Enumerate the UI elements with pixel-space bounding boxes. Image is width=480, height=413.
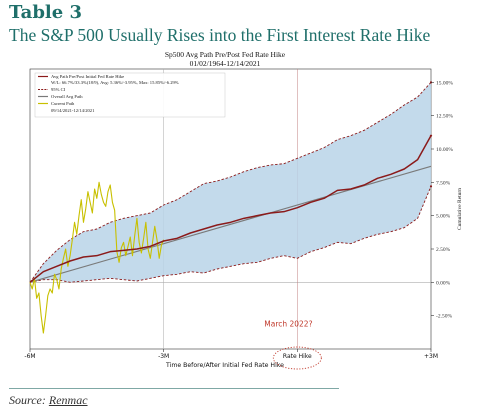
- x-tick-label: +3M: [424, 353, 438, 360]
- y-tick-label: 10.00%: [436, 147, 453, 153]
- chart-subtitle: 01/02/1964-12/14/2021: [190, 59, 261, 68]
- figure-subtitle: The S&P 500 Usually Rises into the First…: [9, 25, 431, 45]
- y-tick-label: 2.50%: [436, 247, 451, 253]
- annotation-text: March 2022?: [264, 319, 312, 328]
- annotation-layer: March 2022?: [264, 319, 322, 370]
- legend-entry: 95% CI: [51, 87, 66, 92]
- series-end-marker: [429, 134, 433, 137]
- legend-entry: 09/14/2021-12/14/2021: [51, 108, 95, 113]
- y-tick-label: 15.00%: [436, 80, 453, 86]
- x-tick-label: -6M: [24, 353, 35, 360]
- x-tick-label: -3M: [158, 353, 169, 360]
- series-layer: [29, 81, 433, 334]
- legend: Avg Path Pre/Post Initial Fed Rate HikeW…: [34, 72, 226, 118]
- ci-band-layer: [30, 82, 431, 283]
- legend-entry: Overall Avg Path: [51, 94, 83, 99]
- legend-entry: Current Path: [51, 101, 75, 106]
- avg-path-line: [29, 135, 432, 283]
- current-path-line: [29, 181, 165, 334]
- y-tick-label: 0.00%: [436, 280, 451, 286]
- source-line: Source: Renmac: [9, 393, 88, 408]
- ci-band: [30, 82, 431, 283]
- rate-hike-highlight: [272, 346, 322, 370]
- tick-layer: -2.50% 0.00% 2.50% 5.00% 7.50% 10.00% 12.50% 15…: [24, 80, 453, 360]
- legend-box: [34, 72, 226, 118]
- ci-lower-line: [29, 186, 432, 283]
- legend-entry: Avg Path Pre/Post Initial Fed Rate Hike: [51, 74, 124, 79]
- ci-upper-line: [29, 82, 432, 283]
- chart-title: Sp500 Avg Path Pre/Post Fed Rate Hike: [165, 50, 286, 59]
- legend-entry: W/L: 66.7%/33.3%(18/9), Avg: 5.36%/-3.95…: [51, 80, 179, 86]
- y-axis-label: Cumulative Return: [457, 188, 463, 230]
- figure-title: Table 3: [9, 2, 83, 23]
- y-tick-label: 7.50%: [436, 180, 451, 186]
- y-tick-label: -2.50%: [436, 314, 452, 320]
- y-tick-label: 5.00%: [436, 214, 451, 220]
- x-tick-label: Rate Hike: [283, 353, 312, 360]
- source-link[interactable]: Renmac: [48, 393, 88, 407]
- y-tick-label: 12.50%: [436, 114, 453, 120]
- x-axis-label: Time Before/After Initial Fed Rate Hike: [165, 362, 284, 369]
- source-prefix: Source:: [9, 393, 46, 407]
- series-end-marker: [429, 185, 433, 188]
- source-divider: [9, 388, 339, 389]
